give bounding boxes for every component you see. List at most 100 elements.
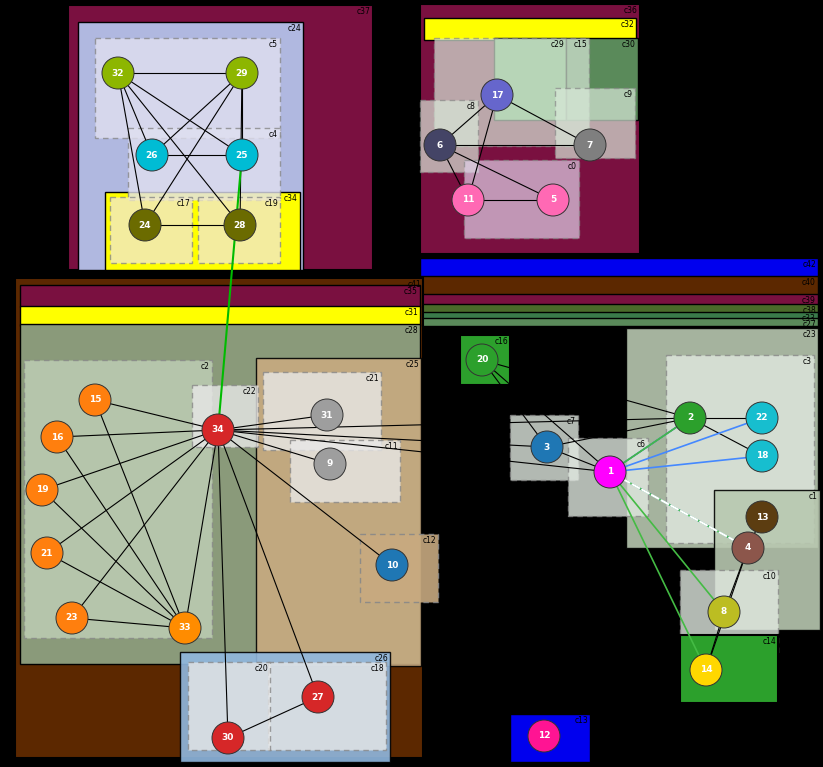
Bar [68, 5, 373, 270]
Text: c19: c19 [264, 199, 278, 208]
Text: c39: c39 [802, 296, 816, 305]
Text: c31: c31 [404, 308, 418, 317]
Circle shape [102, 57, 134, 89]
Text: 34: 34 [212, 426, 225, 434]
Circle shape [302, 681, 334, 713]
Text: 9: 9 [327, 459, 333, 469]
Text: c5: c5 [269, 40, 278, 49]
Text: c28: c28 [404, 326, 418, 335]
Bar [510, 415, 578, 480]
Bar [180, 652, 390, 762]
Bar [714, 490, 820, 630]
Bar [420, 294, 818, 306]
Circle shape [746, 501, 778, 533]
Text: 10: 10 [386, 561, 398, 570]
Text: c14: c14 [762, 637, 776, 646]
Text: c41: c41 [407, 280, 421, 289]
Text: c3: c3 [803, 357, 812, 366]
Bar [110, 197, 192, 263]
Text: 32: 32 [112, 68, 124, 77]
Text: 25: 25 [235, 150, 249, 160]
Bar [263, 372, 381, 450]
Bar [424, 18, 636, 40]
Bar [20, 285, 420, 307]
Text: 3: 3 [544, 443, 550, 452]
Text: c17: c17 [176, 199, 190, 208]
Circle shape [594, 456, 626, 488]
Text: 24: 24 [139, 220, 151, 229]
Text: 14: 14 [700, 666, 713, 674]
Bar [198, 197, 280, 263]
Text: c2: c2 [201, 362, 210, 371]
Bar [434, 38, 589, 146]
Circle shape [79, 384, 111, 416]
Text: c6: c6 [637, 440, 646, 449]
Circle shape [314, 448, 346, 480]
Text: c18: c18 [370, 664, 384, 673]
Bar [20, 306, 420, 326]
Bar [95, 38, 280, 138]
Circle shape [56, 602, 88, 634]
Text: c22: c22 [243, 387, 256, 396]
Bar [420, 318, 818, 326]
Bar [420, 312, 818, 320]
Circle shape [226, 139, 258, 171]
Circle shape [531, 431, 563, 463]
Circle shape [224, 209, 256, 241]
Circle shape [746, 440, 778, 472]
Bar [15, 278, 423, 758]
Text: 26: 26 [146, 150, 158, 160]
Text: 28: 28 [234, 220, 246, 229]
Text: c4: c4 [269, 130, 278, 139]
Bar [128, 128, 280, 200]
Text: c13: c13 [574, 716, 588, 725]
Text: 27: 27 [312, 693, 324, 702]
Text: c8: c8 [467, 102, 476, 111]
Bar [256, 358, 421, 666]
Bar [555, 88, 635, 158]
Bar [568, 438, 648, 516]
Circle shape [481, 79, 513, 111]
Bar [494, 38, 566, 120]
Bar [680, 570, 778, 655]
Text: 6: 6 [437, 140, 443, 150]
Circle shape [26, 474, 58, 506]
Bar [20, 324, 420, 664]
Bar [626, 328, 818, 548]
Text: 20: 20 [476, 355, 488, 364]
Bar [188, 662, 270, 750]
Text: 18: 18 [756, 452, 768, 460]
Bar [666, 355, 814, 543]
Text: c20: c20 [254, 664, 268, 673]
Text: 22: 22 [756, 413, 768, 423]
Circle shape [674, 402, 706, 434]
Text: c9: c9 [624, 90, 633, 99]
Text: 29: 29 [235, 68, 249, 77]
Bar [566, 38, 638, 120]
Bar [420, 304, 818, 314]
Circle shape [708, 596, 740, 628]
Circle shape [226, 57, 258, 89]
Bar [420, 4, 640, 254]
Circle shape [690, 654, 722, 686]
Text: 21: 21 [41, 548, 53, 558]
Text: c30: c30 [622, 40, 636, 49]
Circle shape [574, 129, 606, 161]
Circle shape [202, 414, 234, 446]
Bar [105, 192, 300, 270]
Text: c42: c42 [802, 260, 816, 269]
Circle shape [376, 549, 408, 581]
Text: c7: c7 [567, 417, 576, 426]
Bar [360, 534, 438, 602]
Text: c35: c35 [404, 287, 418, 296]
Text: c24: c24 [287, 24, 301, 33]
Bar [460, 335, 510, 385]
Bar [290, 440, 400, 502]
Circle shape [212, 722, 244, 754]
Bar [464, 160, 579, 238]
Bar [420, 276, 818, 296]
Text: c16: c16 [495, 337, 508, 346]
Text: c26: c26 [374, 654, 388, 663]
Text: 33: 33 [179, 624, 191, 633]
Text: c36: c36 [624, 6, 638, 15]
